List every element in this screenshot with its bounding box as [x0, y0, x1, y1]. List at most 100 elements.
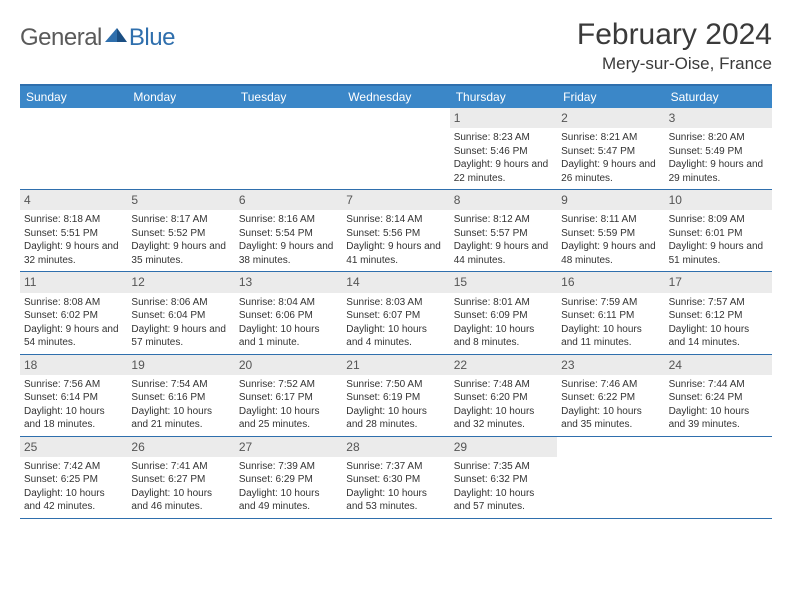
sunrise-text: Sunrise: 7:56 AM [24, 378, 123, 392]
day-number: 22 [450, 355, 557, 375]
sunrise-text: Sunrise: 8:18 AM [24, 213, 123, 227]
weekday-header-row: SundayMondayTuesdayWednesdayThursdayFrid… [20, 86, 772, 108]
sunset-text: Sunset: 5:51 PM [24, 227, 123, 241]
sunrise-text: Sunrise: 7:54 AM [131, 378, 230, 392]
day-cell: 13Sunrise: 8:04 AMSunset: 6:06 PMDayligh… [235, 272, 342, 353]
empty-cell [342, 108, 449, 189]
sunset-text: Sunset: 6:24 PM [669, 391, 768, 405]
sunset-text: Sunset: 6:14 PM [24, 391, 123, 405]
sunrise-text: Sunrise: 8:04 AM [239, 296, 338, 310]
daylight-text: Daylight: 9 hours and 57 minutes. [131, 323, 230, 350]
sunset-text: Sunset: 5:56 PM [346, 227, 445, 241]
empty-cell [127, 108, 234, 189]
daylight-text: Daylight: 9 hours and 48 minutes. [561, 240, 660, 267]
empty-cell [557, 437, 664, 518]
daylight-text: Daylight: 10 hours and 25 minutes. [239, 405, 338, 432]
day-number: 21 [342, 355, 449, 375]
day-number: 19 [127, 355, 234, 375]
daylight-text: Daylight: 9 hours and 38 minutes. [239, 240, 338, 267]
day-number: 28 [342, 437, 449, 457]
daylight-text: Daylight: 9 hours and 51 minutes. [669, 240, 768, 267]
day-number: 14 [342, 272, 449, 292]
weeks-container: 1Sunrise: 8:23 AMSunset: 5:46 PMDaylight… [20, 108, 772, 519]
sunset-text: Sunset: 6:17 PM [239, 391, 338, 405]
daylight-text: Daylight: 9 hours and 54 minutes. [24, 323, 123, 350]
day-number: 7 [342, 190, 449, 210]
week-row: 4 Sunrise: 8:18 AMSunset: 5:51 PM Daylight… [20, 190, 772, 272]
sunrise-text: Sunrise: 7:50 AM [346, 378, 445, 392]
sunrise-text: Sunrise: 7:44 AM [669, 378, 768, 392]
sunset-text: Sunset: 6:11 PM [561, 309, 660, 323]
sunset-text: Sunset: 6:25 PM [24, 473, 123, 487]
daylight-text: Daylight: 10 hours and 18 minutes. [24, 405, 123, 432]
day-number: 11 [20, 272, 127, 292]
day-number: 4 [20, 190, 127, 210]
sunrise-text: Sunrise: 7:52 AM [239, 378, 338, 392]
daylight-text: Daylight: 10 hours and 4 minutes. [346, 323, 445, 350]
day-number: 3 [665, 108, 772, 128]
sunrise-text: Sunrise: 8:20 AM [669, 131, 768, 145]
daylight-text: Daylight: 9 hours and 26 minutes. [561, 158, 660, 185]
sunrise-text: Sunrise: 8:17 AM [131, 213, 230, 227]
sunset-text: Sunset: 5:46 PM [454, 145, 553, 159]
day-cell: 28Sunrise: 7:37 AMSunset: 6:30 PMDayligh… [342, 437, 449, 518]
sunset-text: Sunset: 6:22 PM [561, 391, 660, 405]
weekday-label: Wednesday [342, 86, 449, 108]
day-cell: 25Sunrise: 7:42 AMSunset: 6:25 PMDayligh… [20, 437, 127, 518]
sunset-text: Sunset: 6:06 PM [239, 309, 338, 323]
sunrise-text: Sunrise: 7:59 AM [561, 296, 660, 310]
day-number: 10 [665, 190, 772, 210]
day-cell: 18Sunrise: 7:56 AMSunset: 6:14 PMDayligh… [20, 355, 127, 436]
brand-triangle-icon [105, 26, 127, 44]
day-number: 25 [20, 437, 127, 457]
sunset-text: Sunset: 5:54 PM [239, 227, 338, 241]
sunrise-text: Sunrise: 8:08 AM [24, 296, 123, 310]
day-cell: 3Sunrise: 8:20 AMSunset: 5:49 PMDaylight… [665, 108, 772, 189]
daylight-text: Daylight: 9 hours and 22 minutes. [454, 158, 553, 185]
day-number: 16 [557, 272, 664, 292]
sunset-text: Sunset: 6:20 PM [454, 391, 553, 405]
day-cell: 5Sunrise: 8:17 AMSunset: 5:52 PMDaylight… [127, 190, 234, 271]
brand-logo: General Blue [20, 18, 175, 52]
daylight-text: Daylight: 9 hours and 29 minutes. [669, 158, 768, 185]
day-cell: 9Sunrise: 8:11 AMSunset: 5:59 PMDaylight… [557, 190, 664, 271]
weekday-label: Monday [127, 86, 234, 108]
empty-cell [665, 437, 772, 518]
weekday-label: Thursday [450, 86, 557, 108]
daylight-text: Daylight: 10 hours and 11 minutes. [561, 323, 660, 350]
sunset-text: Sunset: 5:59 PM [561, 227, 660, 241]
daylight-text: Daylight: 10 hours and 57 minutes. [454, 487, 553, 514]
day-cell: 7Sunrise: 8:14 AMSunset: 5:56 PMDaylight… [342, 190, 449, 271]
page-header: General Blue February 2024 Mery-sur-Oise… [20, 18, 772, 74]
day-cell: 2Sunrise: 8:21 AMSunset: 5:47 PMDaylight… [557, 108, 664, 189]
day-cell: 1Sunrise: 8:23 AMSunset: 5:46 PMDaylight… [450, 108, 557, 189]
location-label: Mery-sur-Oise, France [577, 54, 772, 74]
sunrise-text: Sunrise: 7:41 AM [131, 460, 230, 474]
sunrise-text: Sunrise: 7:42 AM [24, 460, 123, 474]
day-cell: 23 Sunrise: 7:46 AMSunset: 6:22 PMDayligh… [557, 355, 664, 436]
sunrise-text: Sunrise: 7:48 AM [454, 378, 553, 392]
calendar-page: General Blue February 2024 Mery-sur-Oise… [0, 0, 792, 529]
empty-cell [235, 108, 342, 189]
day-number: 26 [127, 437, 234, 457]
sunrise-text: Sunrise: 7:39 AM [239, 460, 338, 474]
day-cell: 8Sunrise: 8:12 AMSunset: 5:57 PMDaylight… [450, 190, 557, 271]
sunset-text: Sunset: 5:57 PM [454, 227, 553, 241]
day-number: 24 [665, 355, 772, 375]
sunset-text: Sunset: 6:12 PM [669, 309, 768, 323]
daylight-text: Daylight: 10 hours and 35 minutes. [561, 405, 660, 432]
day-number: 27 [235, 437, 342, 457]
sunset-text: Sunset: 6:29 PM [239, 473, 338, 487]
sunset-text: Sunset: 6:30 PM [346, 473, 445, 487]
daylight-text: Daylight: 10 hours and 21 minutes. [131, 405, 230, 432]
day-number: 5 [127, 190, 234, 210]
sunrise-text: Sunrise: 7:46 AM [561, 378, 660, 392]
week-row: 25 Sunrise: 7:42 AMSunset: 6:25 PM Dayligh… [20, 437, 772, 519]
sunrise-text: Sunrise: 8:09 AM [669, 213, 768, 227]
day-cell: 10Sunrise: 8:09 AMSunset: 6:01 PMDayligh… [665, 190, 772, 271]
weekday-label: Friday [557, 86, 664, 108]
sunset-text: Sunset: 6:16 PM [131, 391, 230, 405]
day-number: 23 [557, 355, 664, 375]
weekday-label: Saturday [665, 86, 772, 108]
sunrise-text: Sunrise: 8:21 AM [561, 131, 660, 145]
